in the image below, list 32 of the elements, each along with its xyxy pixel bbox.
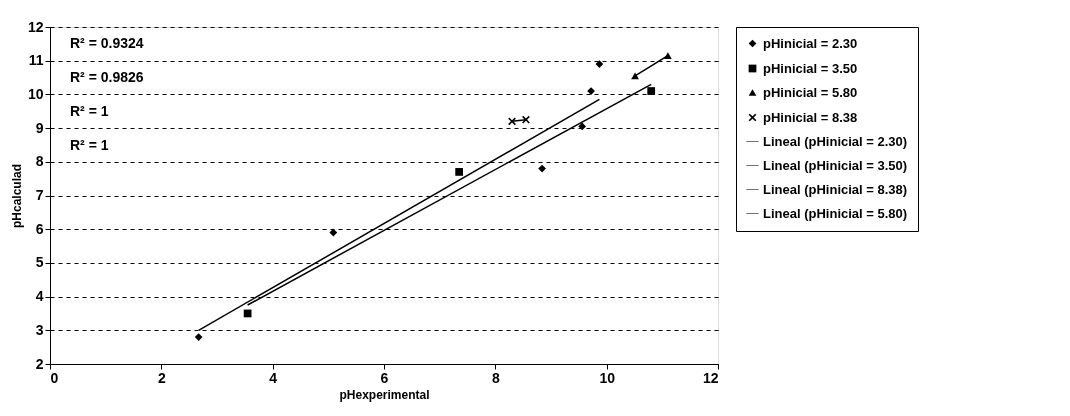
y-tick-label: 8 [35,153,44,170]
legend-label: Lineal (pHinicial = 2.30) [763,133,908,149]
x-tick-label: 10 [599,369,616,386]
legend-label: pHinicial = 5.80 [763,84,858,100]
x-tick-label: 6 [380,369,389,386]
y-axis-title: pHcalculad [9,163,24,229]
x-tick-label: 4 [269,369,278,386]
x-tick-label: 12 [702,369,719,386]
y-tick-label: 9 [35,119,44,136]
y-tick-label: 4 [35,288,44,305]
annotation: R² = 0.9826 [70,69,144,85]
x-tick-label: 0 [50,369,59,386]
legend-label: Lineal (pHinicial = 8.38) [763,181,908,197]
legend-label: pHinicial = 3.50 [763,60,858,76]
x-tick-label: 8 [491,369,500,386]
y-tick-label: 11 [28,52,44,69]
x-tick-label: 2 [157,369,166,386]
annotation: R² = 0.9324 [70,35,144,51]
annotation: R² = 1 [70,137,109,153]
y-tick-label: 3 [35,321,44,338]
x-axis-title: pHexperimental [339,387,430,402]
legend-label: Lineal (pHinicial = 5.80) [763,205,908,221]
y-tick-label: 5 [35,254,44,271]
y-tick-label: 6 [35,220,44,237]
y-tick-label: 7 [35,187,44,203]
annotation: R² = 1 [70,103,109,119]
y-tick-label: 2 [35,355,44,372]
y-tick-label: 10 [27,85,44,102]
legend-label: Lineal (pHinicial = 3.50) [763,157,908,173]
legend-label: pHinicial = 8.38 [763,109,858,125]
legend-label: pHinicial = 2.30 [763,35,858,51]
y-tick-label: 12 [27,18,44,35]
